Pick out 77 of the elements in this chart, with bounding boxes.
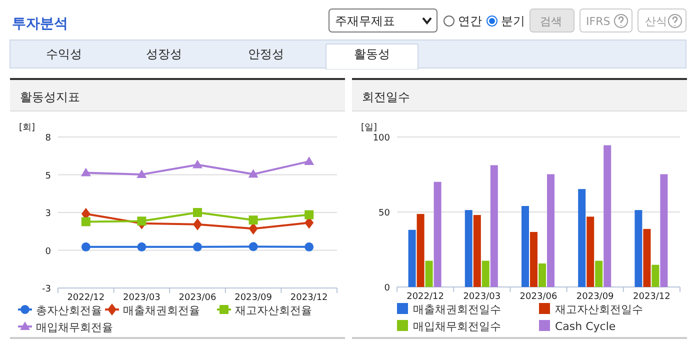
legend-label: 매출채권회전율 bbox=[123, 304, 200, 317]
bar bbox=[522, 206, 529, 287]
bar bbox=[482, 260, 490, 287]
bar bbox=[416, 214, 424, 287]
point bbox=[137, 216, 146, 226]
legend-label: 재고자산회전일수 bbox=[555, 303, 643, 316]
x-tick-label: 2023/09 bbox=[234, 293, 272, 303]
legend-label: Cash Cycle bbox=[555, 320, 616, 333]
point bbox=[136, 169, 147, 178]
bar bbox=[434, 182, 442, 287]
point bbox=[81, 217, 90, 226]
x-tick-label: 2023/03 bbox=[463, 292, 501, 302]
point bbox=[304, 242, 314, 252]
bar bbox=[490, 165, 498, 287]
x-tick-label: 2023/06 bbox=[178, 293, 216, 303]
x-tick-label: 2023/12 bbox=[633, 292, 670, 302]
point bbox=[304, 156, 314, 165]
y-tick-label: 8 bbox=[45, 134, 52, 144]
text: IFRS bbox=[586, 15, 610, 28]
y-tick-label: 100 bbox=[372, 134, 390, 144]
bar bbox=[578, 189, 586, 287]
text: 검색 bbox=[540, 15, 562, 28]
bar bbox=[408, 230, 416, 287]
bar bbox=[643, 228, 651, 287]
point bbox=[192, 160, 202, 168]
point bbox=[193, 208, 202, 217]
text: 산식 bbox=[645, 15, 667, 28]
x-tick-label: 2023/03 bbox=[123, 293, 160, 303]
x-tick-label: 2023/09 bbox=[576, 292, 614, 302]
y-tick-label: 50 bbox=[378, 208, 390, 218]
bar bbox=[604, 145, 612, 287]
legend-label: 매출채권회전일수 bbox=[413, 303, 501, 316]
legend-label: 총자산회전율 bbox=[36, 304, 102, 317]
point bbox=[80, 168, 91, 176]
y-tick-label: 3 bbox=[45, 209, 51, 219]
point bbox=[304, 210, 314, 220]
bar bbox=[595, 260, 603, 287]
chart-title: 활동성지표 bbox=[20, 90, 80, 104]
y-tick-label: 0 bbox=[45, 246, 52, 257]
bar bbox=[547, 174, 554, 287]
bar bbox=[586, 216, 594, 287]
y-tick-label: -3 bbox=[42, 284, 51, 294]
legend-label: 매입채무회전일수 bbox=[413, 320, 501, 333]
bar bbox=[660, 174, 668, 287]
x-tick-label: 2022/12 bbox=[406, 292, 444, 302]
bar bbox=[538, 263, 546, 287]
text: 주재무제표 bbox=[335, 14, 395, 28]
point bbox=[81, 242, 90, 252]
legend-label: 매입채무회전율 bbox=[36, 321, 113, 334]
text: 활동성 bbox=[354, 47, 390, 61]
bar bbox=[530, 232, 538, 287]
text: 수익성 bbox=[46, 47, 82, 61]
y-axis-title: [회] bbox=[19, 123, 36, 133]
legend-label: 재고자산회전율 bbox=[235, 304, 312, 317]
point bbox=[248, 242, 258, 252]
y-tick-label: 5 bbox=[45, 171, 51, 182]
text: 안정성 bbox=[248, 47, 284, 61]
point bbox=[193, 218, 202, 230]
x-tick-label: 2022/12 bbox=[67, 293, 105, 303]
x-tick-label: 2023/06 bbox=[520, 292, 558, 302]
bar bbox=[464, 210, 472, 287]
y-axis-title: [일] bbox=[361, 123, 378, 133]
point bbox=[137, 242, 146, 252]
x-tick-label: 2023/12 bbox=[290, 293, 328, 303]
chart-title: 회전일수 bbox=[362, 90, 410, 104]
point bbox=[248, 169, 258, 178]
text: 연간 bbox=[458, 14, 482, 28]
bar bbox=[425, 260, 433, 287]
y-tick-label: 0 bbox=[384, 284, 390, 294]
text: 투자분석 bbox=[12, 16, 68, 32]
point bbox=[193, 242, 202, 252]
bar bbox=[473, 215, 481, 287]
bar bbox=[634, 210, 642, 287]
text: 분기 bbox=[501, 14, 525, 28]
point bbox=[248, 216, 258, 225]
text: 성장성 bbox=[146, 47, 182, 61]
bar bbox=[652, 264, 660, 287]
